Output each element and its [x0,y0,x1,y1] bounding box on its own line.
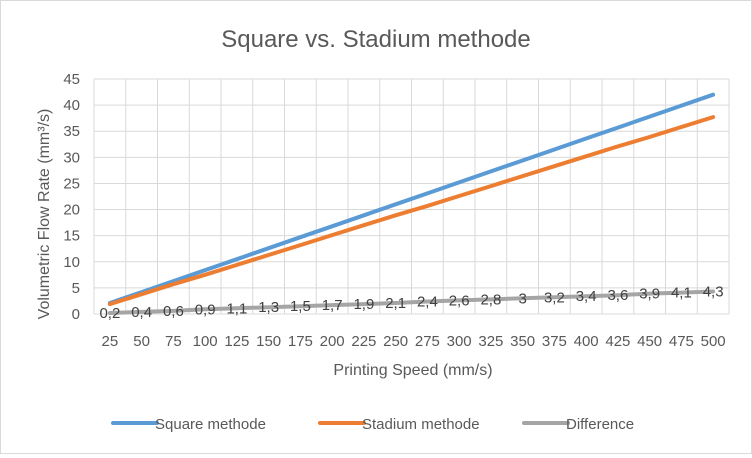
data-label: 3,6 [607,287,628,304]
legend: Square methode Stadium methode Difference [111,416,634,433]
series-line-square-methode [107,92,716,305]
data-label: 1,5 [290,298,311,315]
data-label: 2,1 [385,295,406,312]
data-label: 1,1 [226,300,247,317]
y-tick-label: 30 [63,149,80,166]
data-label: 3,2 [544,289,565,306]
x-tick-label: 50 [133,333,150,350]
data-labels: 0,2 0,4 0,6 0,9 1,1 1,3 1,5 1,7 1,9 2,1 2,4 2,6 2,8 3… [99,284,723,322]
data-label: 0,4 [131,304,152,321]
series-lines [107,92,716,315]
x-tick-label: 350 [510,333,535,350]
x-tick-label: 500 [701,333,726,350]
data-label: 4,3 [703,284,724,301]
y-axis-ticks: 0 5 10 15 20 25 30 35 40 45 [63,71,80,323]
data-label: 0,6 [163,303,184,320]
y-tick-label: 10 [63,254,80,271]
data-label: 0,2 [99,305,120,322]
data-label: 1,9 [353,296,374,313]
y-tick-label: 15 [63,228,80,245]
data-label: 2,8 [480,291,501,308]
y-tick-label: 35 [63,123,80,140]
series-line-difference [107,289,716,315]
data-label: 4,1 [671,285,692,302]
x-tick-label: 25 [102,333,119,350]
data-label: 3 [518,290,526,307]
x-tick-label: 375 [542,333,567,350]
data-label: 1,7 [322,297,343,314]
x-tick-label: 450 [637,333,662,350]
data-label: 0,9 [195,301,216,318]
x-tick-label: 200 [320,333,345,350]
x-tick-label: 325 [478,333,503,350]
data-label: 3,9 [639,286,660,303]
y-tick-label: 40 [63,97,80,114]
x-tick-label: 100 [193,333,218,350]
legend-label: Stadium methode [362,416,480,433]
x-tick-label: 150 [256,333,281,350]
x-tick-label: 75 [165,333,182,350]
x-tick-label: 225 [351,333,376,350]
y-tick-label: 20 [63,202,80,219]
y-tick-label: 5 [72,280,80,297]
x-tick-label: 125 [224,333,249,350]
y-tick-label: 25 [63,175,80,192]
x-tick-label: 250 [383,333,408,350]
x-axis-title: Printing Speed (mm/s) [333,362,492,379]
chart-title: Square vs. Stadium methode [221,26,531,53]
legend-label: Square methode [155,416,266,433]
x-tick-label: 175 [288,333,313,350]
gridlines [93,78,730,315]
x-tick-label: 475 [669,333,694,350]
x-tick-label: 400 [574,333,599,350]
data-label: 1,3 [258,299,279,316]
y-tick-label: 45 [63,71,80,88]
x-tick-label: 275 [415,333,440,350]
y-tick-label: 0 [72,306,80,323]
x-tick-label: 300 [447,333,472,350]
data-label: 3,4 [576,288,597,305]
y-axis-title: Volumetric Flow Rate (mm³/s) [36,109,53,320]
data-label: 2,4 [417,293,438,310]
x-axis-ticks: 25 50 75 100 125 150 175 200 225 250 275 300 325 350 3… [102,333,726,350]
data-label: 2,6 [449,292,470,309]
x-tick-label: 425 [605,333,630,350]
legend-label: Difference [566,416,634,433]
series-line-stadium-methode [107,115,716,307]
